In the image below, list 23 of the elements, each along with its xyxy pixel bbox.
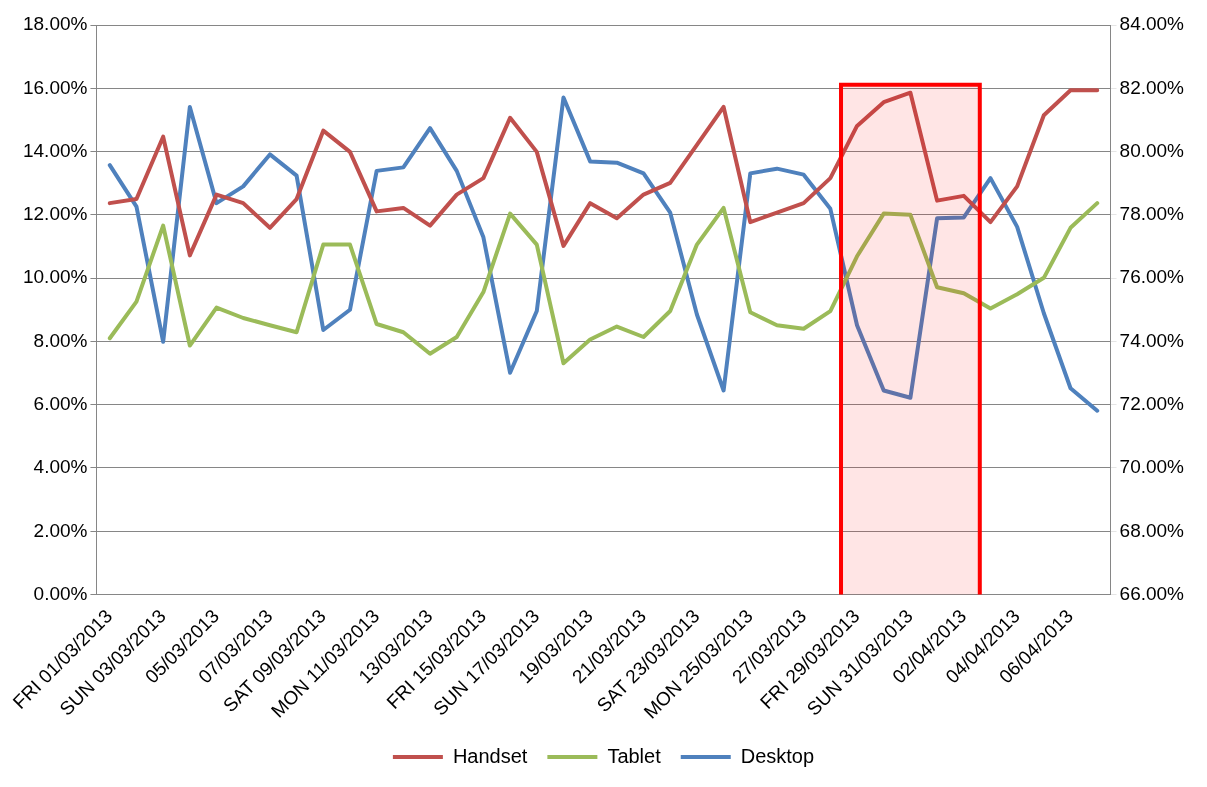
- y2-tick-label: 80.00%: [1119, 139, 1185, 161]
- y2-tick-label: 82.00%: [1119, 76, 1185, 98]
- y2-tick-label: 70.00%: [1119, 456, 1185, 478]
- y-tick-label: 6.00%: [33, 392, 88, 414]
- y-tick-label: 14.00%: [22, 139, 88, 161]
- y2-tick-label: 84.00%: [1119, 13, 1185, 35]
- y2-tick-label: 78.00%: [1119, 203, 1185, 225]
- y2-tick-label: 68.00%: [1119, 519, 1185, 541]
- y2-tick-label: 74.00%: [1119, 329, 1185, 351]
- y2-tick-label: 72.00%: [1119, 392, 1185, 414]
- y-tick-label: 18.00%: [22, 13, 88, 35]
- legend-label: Desktop: [740, 744, 815, 767]
- y-tick-label: 12.00%: [22, 203, 88, 225]
- y-tick-label: 4.00%: [33, 456, 88, 478]
- y-tick-label: 2.00%: [33, 519, 88, 541]
- legend-label: Tablet: [607, 744, 662, 767]
- y-tick-label: 16.00%: [22, 76, 88, 98]
- y-tick-label: 0.00%: [33, 582, 88, 604]
- y2-tick-label: 66.00%: [1119, 582, 1185, 604]
- y-tick-label: 8.00%: [33, 329, 88, 351]
- y-tick-label: 10.00%: [22, 266, 88, 288]
- y2-tick-label: 76.00%: [1119, 266, 1185, 288]
- legend-label: Handset: [452, 744, 528, 767]
